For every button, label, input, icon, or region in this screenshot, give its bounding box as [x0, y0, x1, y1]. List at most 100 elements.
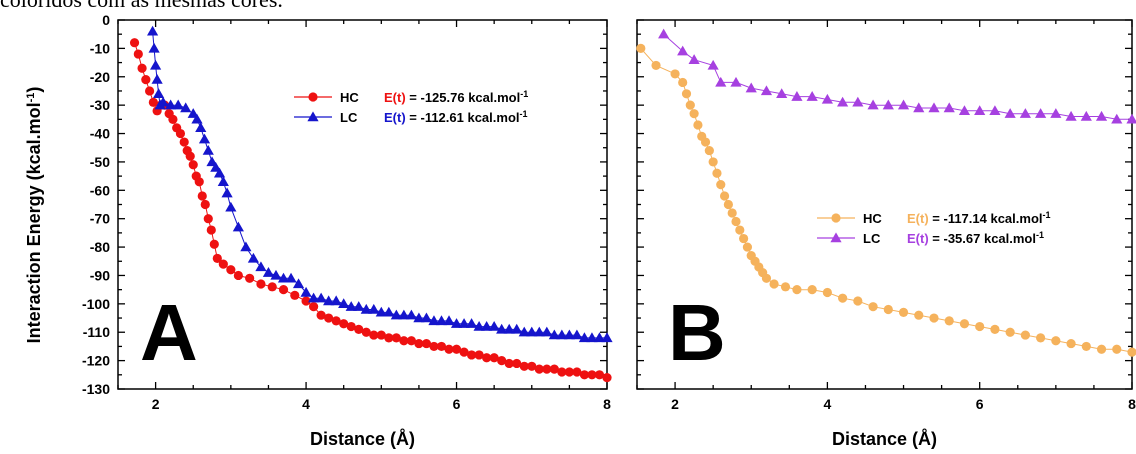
data-point: [837, 96, 849, 107]
data-point: [688, 54, 700, 64]
data-point: [414, 338, 424, 349]
x-tick-label: 4: [302, 396, 310, 412]
data-point: [354, 324, 364, 334]
y-tick-label: 0: [102, 12, 110, 28]
data-point: [511, 323, 523, 334]
x-tick-label: 8: [1128, 396, 1136, 412]
data-point: [1050, 108, 1062, 118]
data-point: [232, 221, 244, 232]
data-point: [742, 242, 753, 252]
data-point: [898, 307, 909, 317]
data-point: [172, 99, 184, 110]
data-point: [678, 77, 688, 88]
data-point: [255, 261, 267, 272]
data-point: [897, 99, 910, 110]
data-point: [594, 370, 605, 380]
data-point: [168, 114, 178, 124]
data-point: [459, 347, 469, 357]
data-point: [225, 201, 237, 212]
data-point: [324, 313, 334, 323]
data-point: [157, 96, 169, 107]
data-point: [776, 88, 788, 98]
data-point: [807, 285, 817, 295]
data-point: [780, 282, 791, 292]
data-point: [548, 329, 560, 340]
data-point: [270, 269, 282, 280]
panel-b: 2 4 6 8 Distance (Å) HC E(t) = -117.14 kcal.mo…: [636, 19, 1136, 449]
data-point: [1112, 344, 1122, 354]
legend-energy: E(t) = -125.76 kcal.mol-1: [384, 89, 528, 105]
data-point: [541, 326, 553, 337]
data-point: [735, 225, 745, 235]
data-point: [974, 105, 986, 116]
data-point: [708, 157, 718, 167]
data-point: [882, 99, 894, 110]
data-point: [689, 109, 699, 119]
data-point: [338, 298, 350, 309]
data-point: [636, 43, 646, 53]
data-point: [247, 252, 260, 263]
data-point: [240, 241, 252, 252]
data-point: [147, 25, 159, 36]
data-point: [593, 332, 606, 343]
data-point: [806, 91, 818, 101]
series-line: [134, 42, 608, 379]
panel-letter: A: [140, 288, 198, 377]
data-point: [285, 272, 297, 283]
data-point: [399, 336, 409, 346]
data-point: [602, 373, 612, 383]
data-point: [1036, 333, 1046, 343]
data-point: [557, 367, 567, 377]
data-point: [497, 356, 507, 366]
data-point: [267, 282, 277, 292]
data-point: [1004, 108, 1016, 118]
data-point: [700, 137, 711, 147]
data-point: [262, 267, 275, 277]
legend-marker: [308, 92, 318, 102]
data-point: [719, 191, 730, 201]
data-point: [482, 353, 492, 363]
data-point: [1080, 110, 1092, 121]
data-point: [929, 313, 939, 323]
data-point: [429, 341, 439, 352]
data-point: [465, 318, 478, 328]
data-point: [712, 168, 722, 178]
data-point: [512, 358, 522, 369]
data-point: [148, 42, 160, 53]
data-point: [1126, 113, 1136, 124]
data-point: [489, 353, 499, 363]
data-point: [601, 332, 613, 343]
data-point: [883, 304, 893, 315]
data-point: [1020, 330, 1030, 340]
data-point: [685, 100, 695, 110]
data-point: [563, 329, 575, 340]
legend-label: LC: [863, 231, 881, 246]
data-point: [503, 323, 515, 334]
legend-marker: [830, 232, 842, 243]
data-point: [1019, 108, 1031, 118]
x-tick-label: 8: [603, 396, 611, 412]
data-point: [579, 370, 590, 380]
data-point: [466, 350, 477, 360]
legend-energy: E(t) = -117.14 kcal.mol-1: [907, 210, 1051, 226]
series-lc: [147, 25, 613, 343]
data-point: [405, 309, 417, 320]
data-point: [723, 199, 733, 210]
y-tick-label: -50: [90, 154, 110, 170]
y-tick-label: -120: [82, 353, 110, 369]
data-point: [1095, 110, 1108, 121]
data-point: [556, 329, 568, 340]
data-point: [769, 279, 779, 289]
data-point: [331, 316, 341, 326]
panel-a: 2 4 6 8 0 -10 -20 -30 -40 -50 -60 -70 -80 -90 -100 -110…: [82, 12, 613, 449]
data-point: [1111, 113, 1123, 124]
y-tick-label: -100: [82, 296, 110, 312]
data-point: [144, 86, 155, 96]
data-point: [707, 59, 719, 70]
data-point: [792, 285, 802, 295]
data-point: [760, 85, 773, 96]
data-point: [185, 151, 195, 161]
data-point: [681, 89, 692, 99]
data-point: [1065, 110, 1077, 121]
data-point: [519, 361, 529, 371]
